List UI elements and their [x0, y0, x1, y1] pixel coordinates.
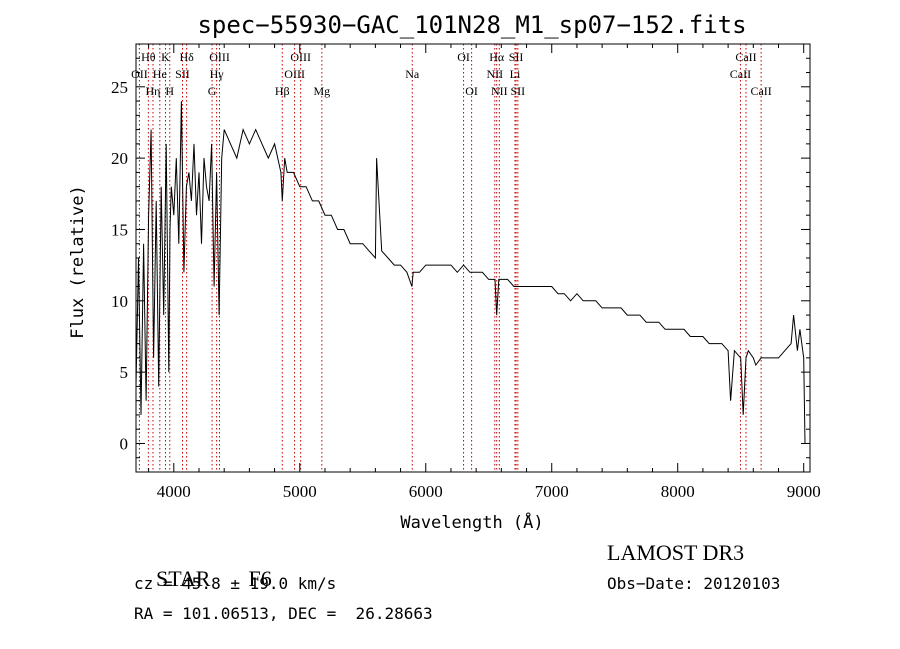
object-class: STAR F6 — [134, 540, 272, 618]
y-tick-label: 20 — [111, 149, 128, 168]
spectral-line-label: Mg — [313, 84, 330, 98]
x-tick-label: 4000 — [157, 482, 191, 501]
spectral-line-label: Hθ — [141, 50, 156, 64]
spectral-line-label: OI — [465, 84, 478, 98]
line-markers — [138, 44, 762, 472]
subclass-value: F6 — [248, 566, 272, 591]
chart-title: spec−55930−GAC_101N28_M1_sp07−152.fits — [197, 11, 746, 39]
flux-series-line — [135, 101, 806, 444]
x-tick-label: 9000 — [787, 482, 821, 501]
spectral-line-label: SII — [175, 67, 190, 81]
obs-date: Obs−Date: 20120103 — [607, 574, 781, 593]
y-tick-label: 0 — [120, 434, 129, 453]
spectral-line-label: Hδ — [179, 50, 194, 64]
spectral-line-label: NII — [486, 67, 503, 81]
y-axis-label: Flux (relative) — [68, 185, 88, 339]
spectral-line-label: Hη — [146, 84, 161, 98]
y-tick-label: 10 — [111, 292, 128, 311]
spectral-line-label: OII — [131, 67, 148, 81]
spectral-line-label: Hα — [489, 50, 505, 64]
spectral-line-label: Hγ — [210, 67, 225, 81]
spectral-line-label: CaII — [750, 84, 771, 98]
spectral-line-label: NII — [491, 84, 508, 98]
spectral-line-label: Hβ — [275, 84, 290, 98]
x-axis-label: Wavelength (Å) — [400, 511, 543, 533]
y-tick-label: 15 — [111, 220, 128, 239]
plot-frame — [135, 43, 811, 473]
spectral-line-label: K — [161, 50, 170, 64]
spectral-line-label: SII — [511, 84, 526, 98]
spectral-line-label: CaII — [735, 50, 756, 64]
spectral-line-label: OIII — [209, 50, 230, 64]
x-tick-label: 6000 — [409, 482, 443, 501]
spectral-line-label: G — [208, 84, 217, 98]
redshift-cz: cz = 45.8 ± 19.0 km/s — [134, 574, 337, 593]
spectral-line-label: He — [153, 67, 167, 81]
x-tick-label: 8000 — [661, 482, 695, 501]
spectral-line-label: Na — [405, 67, 420, 81]
class-value: STAR — [156, 566, 211, 591]
spectral-line-label: H — [165, 84, 174, 98]
spectrum-chart: spec−55930−GAC_101N28_M1_sp07−152.fits 4… — [68, 11, 821, 533]
x-tick-label: 7000 — [535, 482, 569, 501]
coordinates: RA = 101.06513, DEC = 26.28663 — [134, 604, 433, 623]
spectral-line-label: OI — [457, 50, 470, 64]
survey-name: LAMOST DR3 — [607, 540, 745, 565]
spectral-line-label: Li — [510, 67, 521, 81]
spectral-line-label: OIII — [290, 50, 311, 64]
y-tick-label: 25 — [111, 78, 128, 97]
axes: 4000 5000 6000 7000 8000 9000 0 5 10 15 20 25 — [111, 43, 821, 501]
plot-series — [135, 101, 806, 444]
x-tick-label: 5000 — [283, 482, 317, 501]
y-tick-label: 5 — [120, 363, 129, 382]
spectral-line-label: CaII — [730, 67, 751, 81]
spectral-line-label: OIII — [284, 67, 305, 81]
spectral-line-label: SII — [509, 50, 524, 64]
